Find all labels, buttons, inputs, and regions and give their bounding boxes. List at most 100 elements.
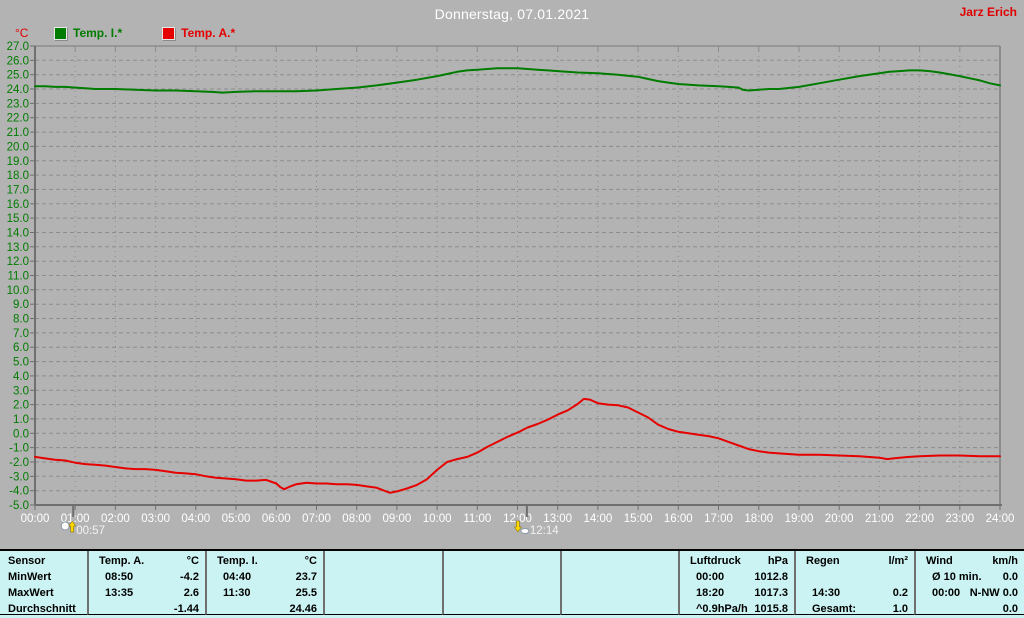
table-cell — [562, 601, 678, 617]
row-label: Durchschnitt — [8, 603, 76, 615]
column-name: Luftdruck — [690, 555, 741, 567]
x-tick-label: 04:00 — [181, 513, 210, 525]
table-cell: 00:00 N-NW 0.0 — [916, 585, 1024, 601]
legend-item-temp-a: Temp. A.* — [162, 26, 235, 40]
cell-time: 00:00 — [696, 571, 725, 583]
cell-time — [217, 601, 223, 617]
cell-time: ^0.9hPa/h — [696, 603, 748, 615]
legend-swatch-icon — [54, 26, 67, 40]
x-tick-label: 10:00 — [423, 513, 452, 525]
y-tick-label: 12.0 — [7, 256, 29, 268]
y-tick-label: 8.0 — [13, 314, 29, 326]
column-unit: hPa — [767, 555, 788, 567]
x-tick-label: 09:00 — [383, 513, 412, 525]
y-tick-label: -3.0 — [9, 471, 29, 483]
y-tick-label: 25.0 — [7, 70, 29, 82]
legend-item-temp-i: Temp. I.* — [54, 26, 122, 40]
column-header: Luftdruck hPa — [680, 553, 794, 569]
cell-value: 25.5 — [295, 587, 317, 599]
cell-time — [454, 585, 460, 601]
cell-time — [335, 601, 341, 617]
cell-time: 14:30 — [812, 587, 841, 599]
x-tick-label: 05:00 — [222, 513, 251, 525]
table-col-luftdruck: Luftdruck hPa 00:00 1012.8 18:20 1017.3 ^0.9hP… — [678, 551, 794, 615]
y-tick-label: -5.0 — [9, 500, 29, 512]
y-tick-label: 15.0 — [7, 213, 29, 225]
x-tick-label: 17:00 — [704, 513, 733, 525]
column-name: Regen — [806, 555, 840, 567]
column-header: Temp. A. °C — [89, 553, 205, 569]
cell-value: 1.0 — [892, 603, 908, 615]
cell-value: 0.2 — [892, 587, 908, 599]
table-cell: 0.0 — [916, 601, 1024, 617]
column-header — [325, 553, 442, 569]
temperature-chart: -5.0 -4.0 -3.0 -2.0 -1.0 0.0 1.0 2.0 3.0 4.0 5.0 6.… — [7, 41, 1015, 537]
table-col-empty — [442, 551, 560, 615]
chart-legend: Temp. I.* Temp. A.* — [54, 26, 275, 40]
cell-value: 1017.3 — [754, 587, 788, 599]
x-tick-label: 00:00 — [21, 513, 50, 525]
column-header: Regen l/m² — [796, 553, 914, 569]
y-tick-label: 16.0 — [7, 199, 29, 211]
cell-time — [454, 569, 460, 585]
page-title: Donnerstag, 07.01.2021 — [434, 6, 590, 22]
legend-label: Temp. A.* — [181, 26, 236, 40]
row-label: MinWert — [8, 571, 52, 583]
column-unit: °C — [304, 555, 317, 567]
table-cell: 13:35 2.6 — [89, 585, 205, 601]
table-cell — [796, 569, 914, 585]
moonrise-marker: 00:57 — [60, 505, 105, 537]
up-arrow-icon — [68, 520, 77, 533]
table-col-empty — [323, 551, 442, 615]
y-tick-label: 20.0 — [7, 141, 29, 153]
legend-label: Temp. I.* — [73, 26, 123, 40]
cell-time — [335, 585, 341, 601]
down-arrow-icon — [513, 520, 522, 533]
cell-value: -1.44 — [173, 603, 199, 615]
y-tick-label: 6.0 — [13, 342, 29, 354]
column-name: Wind — [926, 555, 953, 567]
cell-time: 00:00 — [932, 587, 961, 599]
grid — [35, 46, 1000, 506]
cell-time — [572, 585, 578, 601]
moon-icon — [520, 528, 530, 534]
x-tick-label: 08:00 — [342, 513, 371, 525]
x-tick-label: 15:00 — [624, 513, 653, 525]
y-tick-label: 13.0 — [7, 242, 29, 254]
y-tick-label: 21.0 — [7, 127, 29, 139]
cell-value: 2.6 — [183, 587, 199, 599]
column-header — [444, 553, 560, 569]
y-tick-label: -2.0 — [9, 457, 29, 469]
column-name: Temp. I. — [217, 555, 258, 567]
y-tick-label: 10.0 — [7, 285, 29, 297]
x-tick-label: 01:00 — [61, 513, 90, 525]
x-tick-label: 23:00 — [945, 513, 974, 525]
table-cell: Gesamt: 1.0 — [796, 601, 914, 617]
x-axis: 00:00 01:00 02:00 03:00 04:00 05:00 06:00 07:00… — [21, 47, 1014, 525]
table-col-regen: Regen l/m² 14:30 0.2 Gesamt: 1.0 — [794, 551, 914, 615]
column-header: Temp. I. °C — [207, 553, 323, 569]
cell-value: 0.0 — [1002, 571, 1018, 583]
y-tick-label: 24.0 — [7, 84, 29, 96]
column-header — [562, 553, 678, 569]
y-axis: -5.0 -4.0 -3.0 -2.0 -1.0 0.0 1.0 2.0 3.0 4.0 5.0 6.… — [7, 41, 35, 512]
y-tick-label: 22.0 — [7, 113, 29, 125]
moonset-marker: 12:14 — [513, 505, 559, 537]
x-tick-label: 07:00 — [302, 513, 331, 525]
table-cell: 18:20 1017.3 — [680, 585, 794, 601]
table-cell — [562, 585, 678, 601]
table-cell — [325, 601, 442, 617]
cell-value: 0.0 — [1002, 603, 1018, 615]
y-tick-label: 11.0 — [7, 271, 29, 283]
y-tick-label: 3.0 — [13, 385, 29, 397]
cell-time: 04:40 — [223, 571, 252, 583]
y-tick-label: 18.0 — [7, 170, 29, 182]
x-tick-label: 16:00 — [664, 513, 693, 525]
table-cell: 14:30 0.2 — [796, 585, 914, 601]
y-tick-label: 23.0 — [7, 98, 29, 110]
y-tick-label: 19.0 — [7, 156, 29, 168]
legend-swatch-icon — [162, 26, 176, 40]
cell-value: N-NW 0.0 — [969, 587, 1018, 599]
table-cell: 08:50 -4.2 — [89, 569, 205, 585]
cell-time — [926, 601, 932, 617]
